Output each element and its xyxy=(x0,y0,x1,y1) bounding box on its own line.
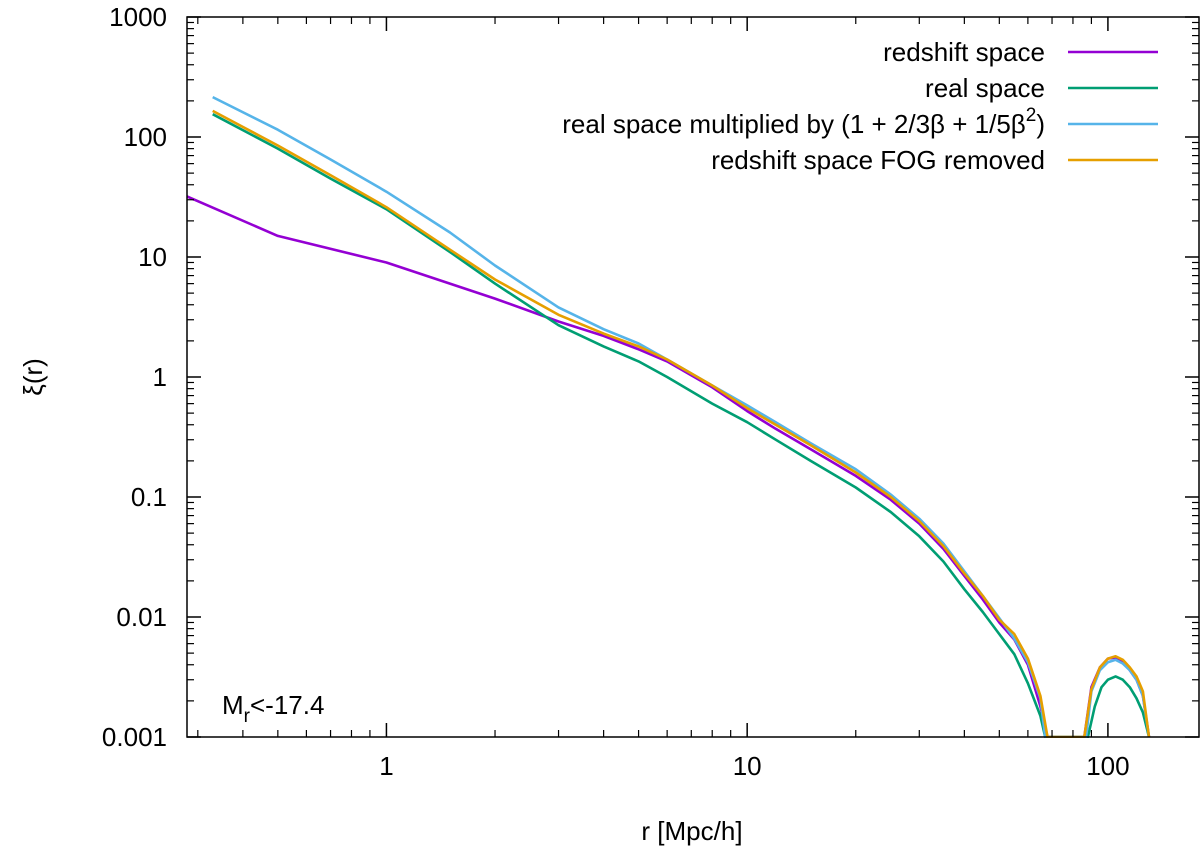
x-axis-label: r [Mpc/h] xyxy=(641,816,742,846)
y-tick-label: 1000 xyxy=(109,2,167,32)
x-tick-label: 100 xyxy=(1086,751,1129,781)
annotation-base: M xyxy=(222,690,244,720)
series-line-2 xyxy=(212,113,1151,738)
series-line-1 xyxy=(187,195,1151,738)
legend: redshift space real space real space multi… xyxy=(562,37,1158,175)
annotation-rest: <-17.4 xyxy=(250,690,324,720)
series-line-4 xyxy=(212,109,1151,738)
legend-text-superscript: 2 xyxy=(1026,105,1037,126)
y-tick-label: 0.001 xyxy=(102,722,167,752)
legend-text-tail: ) xyxy=(1036,109,1045,139)
series-line-3 xyxy=(212,95,1151,738)
legend-text-main: real space multiplied by (1 + 2/3β + 1/5… xyxy=(562,109,1026,139)
y-tick-label: 0.01 xyxy=(116,602,167,632)
x-tick-label: 10 xyxy=(733,751,762,781)
annotation-subscript: r xyxy=(244,706,251,727)
y-tick-label: 100 xyxy=(124,122,167,152)
legend-label-2: real space xyxy=(925,73,1045,103)
y-tick-label: 0.1 xyxy=(131,482,167,512)
x-tick-label: 1 xyxy=(379,751,393,781)
y-tick-label: 1 xyxy=(153,362,167,392)
legend-label-1: redshift space xyxy=(883,37,1045,67)
y-tick-label: 10 xyxy=(138,242,167,272)
plot-lines xyxy=(187,95,1151,738)
legend-label-3: real space multiplied by (1 + 2/3β + 1/5… xyxy=(562,105,1045,139)
legend-label-4: redshift space FOG removed xyxy=(711,145,1045,175)
y-axis-label: ξ(r) xyxy=(18,358,48,396)
magnitude-cut-annotation: Mr<-17.4 xyxy=(222,690,324,727)
x-axis: 1 10 100 xyxy=(197,17,1130,781)
y-axis: 1000 100 10 1 0.1 0.01 0.001 xyxy=(102,2,1199,752)
